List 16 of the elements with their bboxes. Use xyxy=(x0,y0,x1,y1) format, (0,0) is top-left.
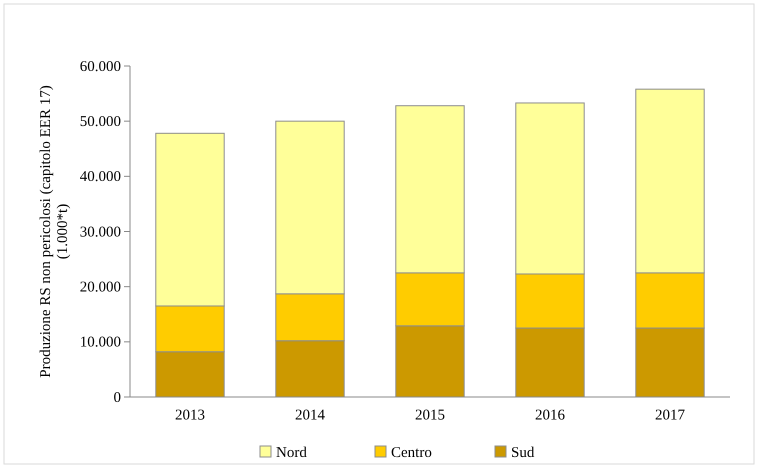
y-tick-label: 50.000 xyxy=(80,114,121,130)
legend-label: Centro xyxy=(391,445,432,461)
legend-label: Nord xyxy=(276,445,308,461)
x-tick-label: 2016 xyxy=(535,408,566,424)
x-tick-label: 2013 xyxy=(175,408,205,424)
x-tick-label: 2014 xyxy=(295,408,326,424)
y-tick-label: 10.000 xyxy=(80,334,121,351)
y-tick-label: 60.000 xyxy=(80,58,121,75)
y-tick-label: 40.000 xyxy=(80,169,121,186)
y-axis-title: Produzione RS non pericolosi (capitolo EER 17) (1.000*t) xyxy=(38,85,71,378)
x-tick-label: 2017 xyxy=(655,408,686,424)
x-tick-label: 2015 xyxy=(415,408,445,424)
legend-label: Sud xyxy=(511,445,535,461)
y-tick-label: 0 xyxy=(114,390,121,406)
y-tick-label: 30.000 xyxy=(80,224,121,240)
y-tick-label: 20.000 xyxy=(80,279,121,296)
